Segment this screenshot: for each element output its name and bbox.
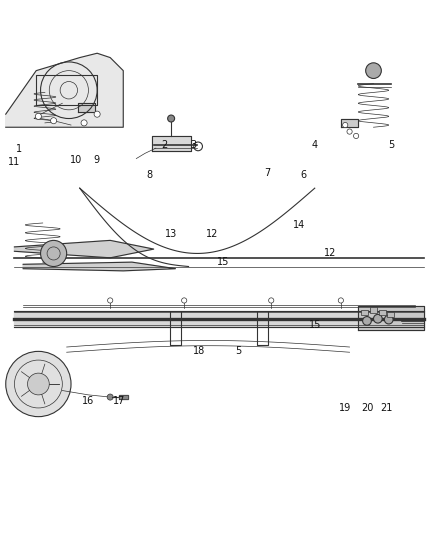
Bar xyxy=(370,308,377,313)
Text: 10: 10 xyxy=(70,155,82,165)
Text: 4: 4 xyxy=(312,140,318,150)
Text: 1: 1 xyxy=(16,144,22,154)
Text: 5: 5 xyxy=(388,140,394,150)
Text: 5: 5 xyxy=(236,346,242,357)
Circle shape xyxy=(182,298,187,303)
Circle shape xyxy=(81,120,87,126)
Text: 20: 20 xyxy=(361,403,373,413)
Circle shape xyxy=(385,315,393,324)
Polygon shape xyxy=(23,262,176,271)
Text: 19: 19 xyxy=(339,403,351,413)
Circle shape xyxy=(6,351,71,417)
Circle shape xyxy=(338,298,343,303)
Circle shape xyxy=(108,298,113,303)
Circle shape xyxy=(94,111,100,117)
Bar xyxy=(388,312,394,317)
Circle shape xyxy=(107,394,113,400)
Text: 3: 3 xyxy=(190,140,196,150)
Text: 6: 6 xyxy=(301,170,307,180)
Text: 16: 16 xyxy=(82,397,95,407)
Text: 15: 15 xyxy=(217,257,230,267)
Text: 12: 12 xyxy=(324,248,336,259)
Text: 12: 12 xyxy=(206,229,219,239)
Circle shape xyxy=(374,314,382,323)
Polygon shape xyxy=(341,118,358,127)
Polygon shape xyxy=(358,305,424,329)
Circle shape xyxy=(347,129,352,134)
Text: 17: 17 xyxy=(113,397,125,407)
Circle shape xyxy=(363,317,371,325)
Polygon shape xyxy=(119,395,127,399)
Circle shape xyxy=(353,133,359,139)
Polygon shape xyxy=(6,53,123,127)
Text: 11: 11 xyxy=(8,157,21,167)
Text: 15: 15 xyxy=(308,320,321,330)
Circle shape xyxy=(343,123,348,128)
Text: 18: 18 xyxy=(193,346,205,357)
Text: 14: 14 xyxy=(293,220,306,230)
Bar xyxy=(379,310,386,315)
Text: 21: 21 xyxy=(380,403,393,413)
Circle shape xyxy=(168,115,175,122)
Circle shape xyxy=(366,63,381,78)
Text: 13: 13 xyxy=(165,229,177,239)
Polygon shape xyxy=(78,103,95,112)
Bar xyxy=(361,310,368,315)
Circle shape xyxy=(268,298,274,303)
Text: 7: 7 xyxy=(264,168,270,178)
Text: 2: 2 xyxy=(162,140,168,150)
Circle shape xyxy=(41,240,67,266)
Circle shape xyxy=(35,114,42,119)
Text: 8: 8 xyxy=(146,170,152,180)
Polygon shape xyxy=(14,240,154,258)
Circle shape xyxy=(50,118,57,124)
Text: 9: 9 xyxy=(93,155,99,165)
Polygon shape xyxy=(152,136,191,151)
Circle shape xyxy=(28,373,49,395)
